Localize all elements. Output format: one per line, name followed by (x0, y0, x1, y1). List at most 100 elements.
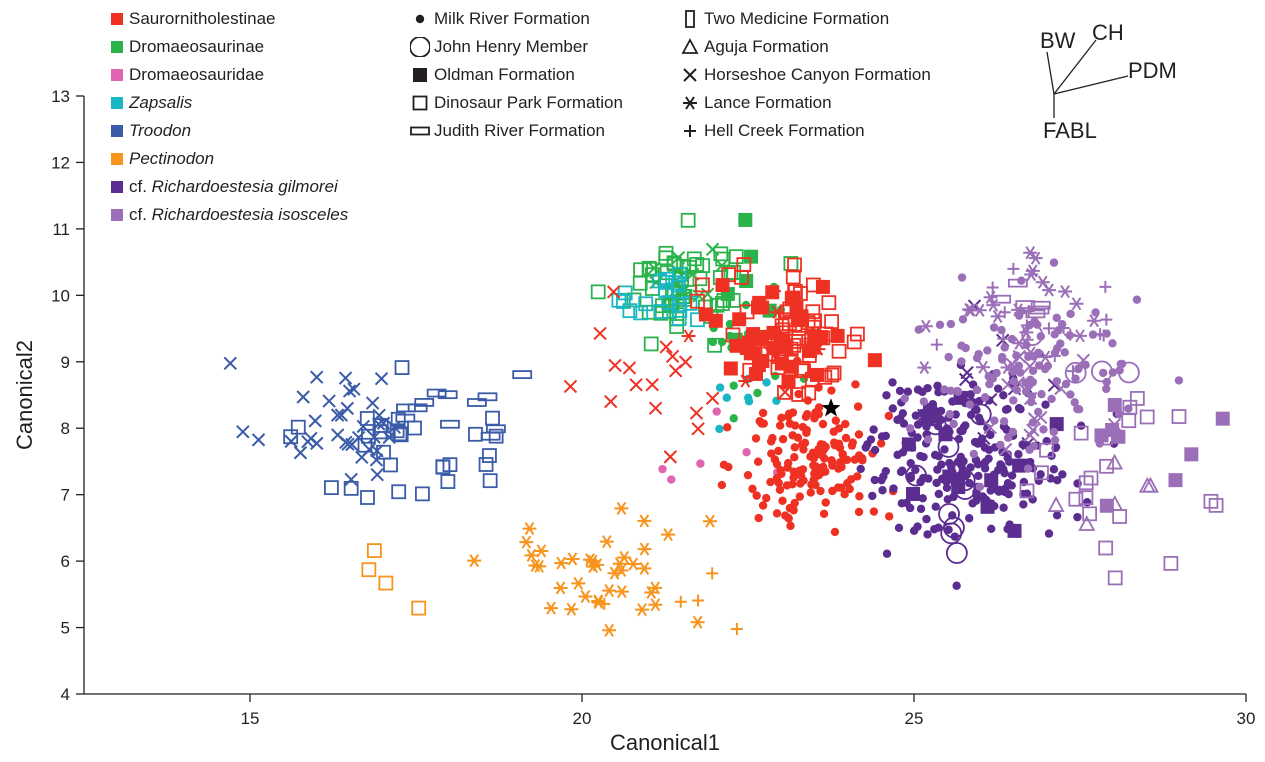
point-saurornitholestinae-dot (772, 509, 782, 518)
point-richardoestesia-isosceles-rect-wide (1015, 300, 1036, 309)
point-pectinodon-asterisk (524, 548, 539, 562)
point-pectinodon-asterisk (635, 603, 650, 617)
point-richardoestesia-gilmorei-dot (933, 465, 942, 474)
point-saurornitholestinae-dot (778, 435, 788, 444)
point-richardoestesia-isosceles-plus (997, 332, 1010, 345)
point-richardoestesia-gilmorei-dot (999, 503, 1008, 512)
point-saurornitholestinae-dot (834, 464, 843, 473)
point-saurornitholestinae-square-filled (715, 278, 730, 293)
point-richardoestesia-isosceles-dot (1108, 339, 1117, 348)
point-richardoestesia-isosceles-dot (946, 386, 955, 395)
point-saurornitholestinae-square (787, 257, 802, 273)
point-richardoestesia-isosceles-plus (930, 338, 943, 351)
point-saurornitholestinae-square-filled (830, 328, 845, 343)
point-richardoestesia-gilmorei-dot (931, 502, 940, 511)
point-troodon-square (390, 411, 406, 427)
x-tick-label: 20 (573, 709, 592, 728)
point-troodon-square (357, 437, 373, 453)
point-richardoestesia-isosceles-square (1068, 491, 1084, 507)
point-richardoestesia-gilmorei-dot (913, 420, 923, 429)
point-dromaeosaurinae-square (680, 212, 696, 228)
point-dromaeosaurinae-dot (799, 374, 809, 384)
legend-item-pectinodon: Pectinodon (111, 145, 348, 173)
point-richardoestesia-gilmorei-dot (903, 387, 913, 396)
point-zapsalis-square (616, 294, 631, 309)
point-saurornitholestinae-dot (820, 442, 829, 452)
point-pectinodon-asterisk (644, 585, 659, 600)
point-troodon-square (383, 457, 398, 473)
legend-label: Pectinodon (129, 149, 215, 168)
point-dromaeosaurinae-square-filled (738, 212, 753, 227)
point-saurornitholestinae-x (665, 349, 680, 364)
point-richardoestesia-isosceles-square (1122, 399, 1138, 415)
point-saurornitholestinae-asterisk (738, 374, 753, 388)
point-saurornitholestinae-square-filled (815, 279, 830, 294)
point-richardoestesia-isosceles-asterisk (1042, 283, 1057, 297)
point-troodon-rect-wide (426, 388, 447, 398)
point-richardoestesia-isosceles-dot (1117, 359, 1127, 369)
point-pectinodon-asterisk (585, 554, 600, 568)
point-saurornitholestinae-square-filled (751, 358, 766, 373)
point-saurornitholestinae-x (689, 406, 704, 420)
legend-marker-asterisk (683, 96, 697, 110)
point-richardoestesia-gilmorei-dot (1019, 500, 1028, 509)
point-zapsalis-square (638, 296, 654, 312)
point-richardoestesia-gilmorei-dot (897, 466, 907, 475)
point-dromaeosaurinae-dot (771, 371, 780, 381)
point-troodon-square (468, 426, 483, 442)
legend-prefix: cf. (129, 177, 152, 196)
point-richardoestesia-isosceles-dot (1102, 377, 1111, 387)
point-richardoestesia-gilmorei-circle (954, 478, 976, 500)
point-troodon-x (293, 446, 308, 460)
legend-label: Judith River Formation (434, 121, 606, 140)
point-richardoestesia-gilmorei-square-filled (938, 427, 953, 442)
point-saurornitholestinae-square (774, 318, 790, 334)
point-richardoestesia-isosceles-dot (935, 320, 945, 330)
point-dromaeosauridae-dot (742, 448, 751, 457)
point-richardoestesia-isosceles-asterisk (1058, 284, 1073, 299)
point-saurornitholestinae-dot (838, 450, 847, 459)
point-richardoestesia-isosceles-dot (1021, 387, 1031, 396)
point-richardoestesia-isosceles-dot (1070, 398, 1079, 407)
point-dromaeosaurinae-square (726, 264, 742, 280)
point-richardoestesia-isosceles-dot (1037, 390, 1046, 399)
point-richardoestesia-gilmorei-dot (980, 459, 989, 468)
point-dromaeosaurinae-square (728, 249, 744, 265)
point-troodon-square (415, 486, 430, 502)
point-richardoestesia-gilmorei-dot (1000, 468, 1009, 478)
point-zapsalis-dot (715, 383, 725, 392)
point-saurornitholestinae-x (563, 379, 578, 394)
legend-item-dromaeosaurinae: Dromaeosaurinae (111, 33, 348, 61)
legend-symbol-x (683, 68, 697, 82)
point-richardoestesia-gilmorei-dot (1014, 450, 1023, 459)
point-richardoestesia-gilmorei-dot (1003, 479, 1013, 488)
point-richardoestesia-gilmorei-dot (899, 419, 909, 428)
point-richardoestesia-isosceles-dot (1017, 276, 1026, 285)
point-richardoestesia-gilmorei-dot (894, 523, 904, 533)
point-saurornitholestinae-x (778, 385, 792, 399)
point-troodon-square (389, 423, 405, 439)
point-saurornitholestinae-square (850, 326, 865, 342)
point-saurornitholestinae-dot (796, 479, 805, 488)
y-tick-label: 12 (51, 153, 70, 172)
point-troodon-rect-wide (437, 390, 458, 400)
point-richardoestesia-isosceles-square (1099, 458, 1114, 474)
point-troodon-x (251, 433, 266, 447)
axes-layer (83, 96, 1246, 695)
point-richardoestesia-isosceles-dot (961, 343, 970, 353)
point-saurornitholestinae-dot (811, 462, 821, 471)
point-saurornitholestinae-dot (774, 446, 783, 456)
point-richardoestesia-gilmorei-dot (934, 489, 944, 499)
point-saurornitholestinae-dot (810, 469, 819, 478)
point-richardoestesia-gilmorei-square-filled (1012, 458, 1027, 473)
point-richardoestesia-isosceles-square-filled (1168, 473, 1183, 488)
point-richardoestesia-gilmorei-dot (1044, 529, 1054, 538)
point-richardoestesia-isosceles-dot (1114, 410, 1124, 419)
point-pectinodon-asterisk (564, 602, 579, 616)
point-richardoestesia-isosceles-dot (1000, 343, 1009, 352)
point-richardoestesia-gilmorei-dot (1073, 512, 1082, 522)
legend-swatch (111, 69, 123, 81)
point-richardoestesia-isosceles-dot (919, 397, 929, 406)
legend-item-two-medicine-formation: Two Medicine Formation (680, 5, 931, 33)
point-richardoestesia-isosceles-square (1208, 497, 1224, 513)
